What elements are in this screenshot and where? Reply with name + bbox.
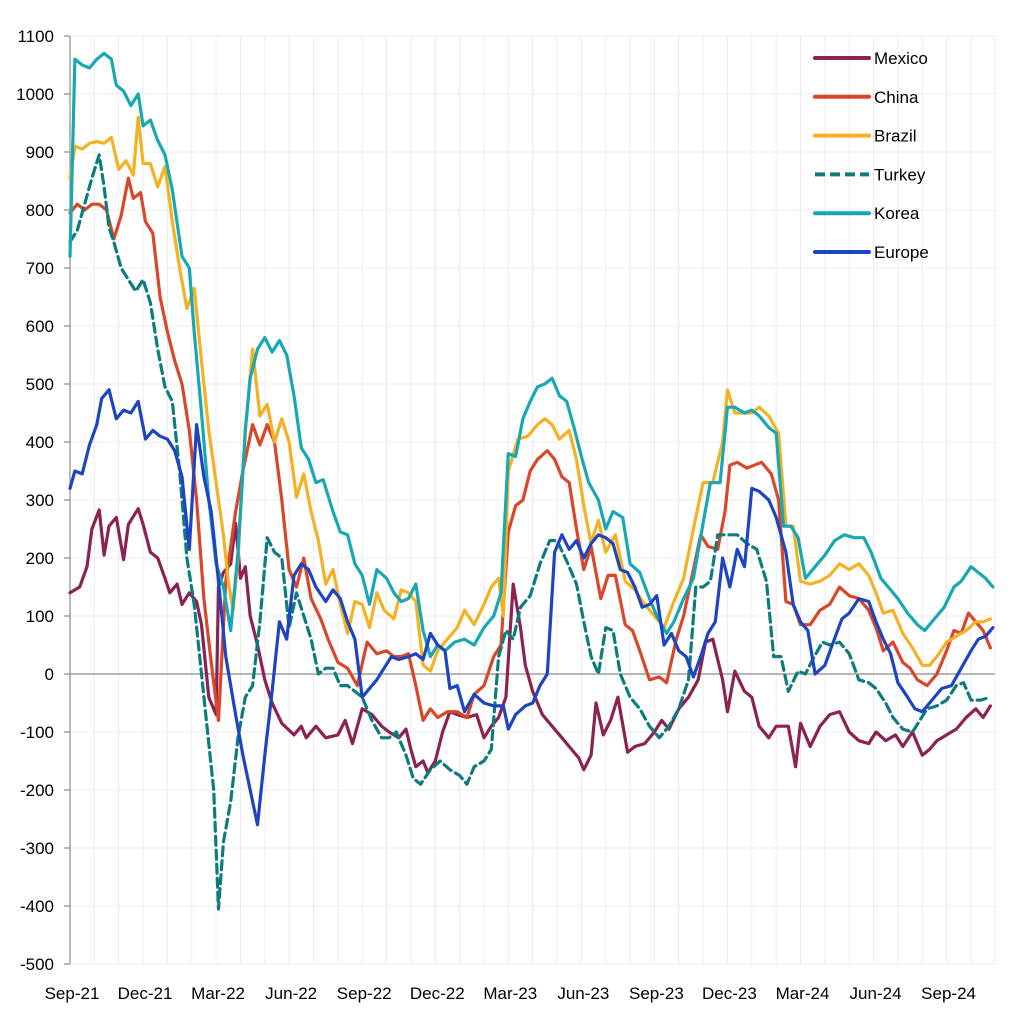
gridlines <box>70 35 996 965</box>
x-tick-label: Mar-22 <box>191 984 245 1003</box>
x-tick-label: Dec-21 <box>118 984 173 1003</box>
x-tick-label: Mar-24 <box>776 984 830 1003</box>
x-tick-label: Jun-24 <box>850 984 902 1003</box>
legend-label: Mexico <box>874 49 928 68</box>
legend-label: Turkey <box>874 165 926 184</box>
y-tick-label: 400 <box>26 433 54 452</box>
y-tick-label: 600 <box>26 317 54 336</box>
legend-item-china: China <box>813 88 919 107</box>
legend-label: Europe <box>874 243 929 262</box>
x-tick-label: Mar-23 <box>483 984 537 1003</box>
y-tick-label: -200 <box>20 781 54 800</box>
axes: 110010009008007006005004003002001000-100… <box>16 27 995 1003</box>
y-tick-label: 1000 <box>16 85 54 104</box>
y-tick-label: -300 <box>20 839 54 858</box>
series-line-europe <box>68 388 995 827</box>
x-tick-label: Sep-24 <box>921 984 976 1003</box>
series-line-china <box>68 176 992 722</box>
series-line-brazil <box>68 115 992 673</box>
x-tick-label: Sep-21 <box>45 984 100 1003</box>
y-tick-label: -400 <box>20 897 54 916</box>
legend-item-turkey: Turkey <box>815 165 926 184</box>
series-line-turkey <box>68 153 992 911</box>
y-tick-label: 1100 <box>17 27 54 46</box>
y-tick-label: 100 <box>26 607 54 626</box>
x-tick-label: Jun-22 <box>265 984 317 1003</box>
legend: Mexico China Brazil Turkey Korea Europe <box>813 49 929 262</box>
legend-label: Korea <box>874 204 920 223</box>
y-tick-label: 500 <box>26 375 54 394</box>
x-tick-label: Dec-22 <box>410 984 465 1003</box>
legend-label: China <box>874 88 919 107</box>
y-tick-label: 300 <box>26 491 54 510</box>
y-tick-label: 200 <box>26 549 54 568</box>
series-line-korea <box>68 51 995 659</box>
series-lines <box>68 51 995 911</box>
y-tick-label: -500 <box>20 955 54 974</box>
y-tick-label: -100 <box>20 723 54 742</box>
x-tick-label: Sep-23 <box>629 984 684 1003</box>
x-tick-label: Jun-23 <box>557 984 609 1003</box>
y-tick-label: 800 <box>26 201 54 220</box>
y-tick-label: 700 <box>26 259 54 278</box>
legend-item-europe: Europe <box>813 243 929 262</box>
y-tick-label: 0 <box>45 665 54 684</box>
x-tick-label: Dec-23 <box>702 984 757 1003</box>
legend-item-brazil: Brazil <box>813 127 917 146</box>
legend-item-korea: Korea <box>813 204 920 223</box>
legend-item-mexico: Mexico <box>813 49 928 68</box>
x-tick-label: Sep-22 <box>337 984 392 1003</box>
legend-label: Brazil <box>874 127 917 146</box>
y-tick-label: 900 <box>26 143 54 162</box>
